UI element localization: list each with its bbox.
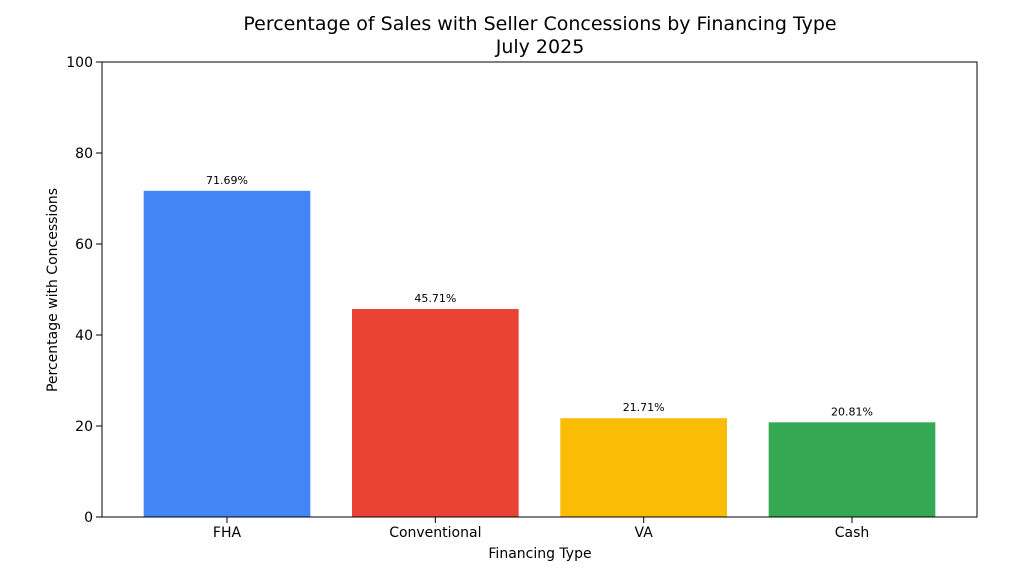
x-axis: FHA Conventional VA Cash [213,517,869,541]
y-tick-label: 60 [75,237,93,253]
bar [560,418,727,517]
bar-value-label: 20.81% [831,405,873,418]
y-axis-label: Percentage with Concessions [45,188,61,392]
chart-title: Percentage of Sales with Seller Concessi… [243,13,836,35]
y-tick-label: 100 [66,55,93,71]
y-tick-label: 40 [75,328,93,344]
bar [768,422,936,517]
x-axis-label: Financing Type [488,546,591,562]
bar [143,190,311,518]
x-tick-label: Conventional [389,525,481,541]
y-tick-label: 0 [84,510,93,526]
bar [352,309,519,517]
plot-frame [101,61,978,518]
x-tick-label: FHA [213,525,242,541]
y-tick-label: 80 [75,146,93,162]
y-tick-label: 20 [75,419,93,435]
x-tick-label: Cash [835,525,870,541]
bar-value-label: 71.69% [206,174,248,187]
y-axis: 0 20 40 60 80 100 [66,55,102,526]
x-tick-label: VA [635,525,654,541]
bar-value-label: 45.71% [414,292,456,305]
bar-value-label: 21.71% [623,401,665,414]
bars-group: 71.69% 45.71% 21.71% 20.81% [143,174,936,518]
chart-subtitle: July 2025 [495,36,585,58]
